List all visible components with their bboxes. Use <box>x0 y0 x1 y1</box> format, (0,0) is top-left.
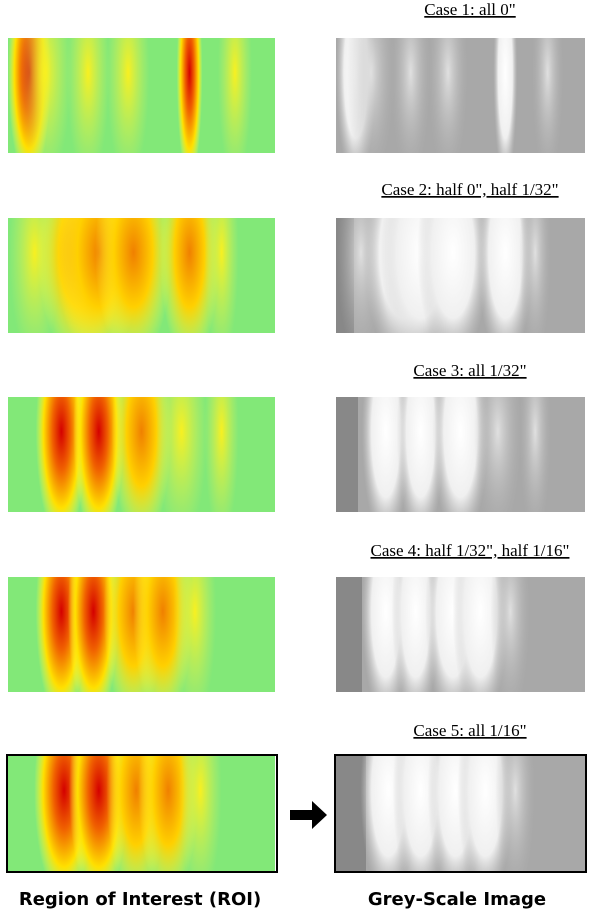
arrow <box>290 801 327 829</box>
heat-streak <box>95 218 172 333</box>
grey-dark-band <box>336 577 362 692</box>
grey-image <box>336 397 585 512</box>
grey-image <box>336 38 585 153</box>
heat-streak <box>204 218 239 333</box>
grey-streak <box>477 218 534 333</box>
heat-streak <box>204 397 239 512</box>
grey-image <box>336 756 585 871</box>
grey-streak <box>428 38 468 153</box>
roi-image <box>8 577 275 692</box>
case-caption: Case 3: all 1/32" <box>413 361 526 380</box>
grey-streak <box>490 577 531 692</box>
grey-streak <box>495 756 536 871</box>
heat-streak <box>178 756 222 871</box>
heat-streak <box>176 38 203 153</box>
roi-image <box>8 38 275 153</box>
captions: Case 1: all 0" Case 2: half 0", half 1/32… <box>371 0 570 740</box>
heat-streak <box>173 577 217 692</box>
case-caption: Case 4: half 1/32", half 1/16" <box>371 541 570 560</box>
roi-image <box>8 756 275 871</box>
roi-image <box>8 218 275 333</box>
heat-streak <box>19 38 72 153</box>
grey-image <box>336 577 585 692</box>
grey-streak <box>396 397 445 512</box>
grey-border <box>334 754 587 873</box>
grey-streak <box>519 218 552 333</box>
grey-streak <box>473 397 522 512</box>
grey-streak <box>493 38 518 153</box>
grey-label: Grey-Scale Image <box>368 889 546 910</box>
heat-streak <box>66 38 110 153</box>
roi-image <box>8 397 275 512</box>
grey-streak <box>390 38 431 153</box>
grey-image <box>336 218 585 333</box>
heat-streak <box>73 397 125 512</box>
case-caption: Case 1: all 0" <box>424 0 515 19</box>
heat-streak <box>106 38 150 153</box>
grey-streak <box>519 397 552 512</box>
grey-streak <box>417 218 489 333</box>
grey-streak <box>346 38 395 153</box>
roi-border <box>6 754 278 873</box>
heat-streak <box>159 218 220 333</box>
heat-streak <box>217 38 253 153</box>
case-caption: Case 2: half 0", half 1/32" <box>381 180 558 199</box>
grey-dark-band <box>336 397 358 512</box>
roi-label: Region of Interest (ROI) <box>19 889 261 910</box>
case-caption: Case 5: all 1/16" <box>413 721 526 740</box>
images <box>6 38 587 873</box>
heat-streak <box>155 397 208 512</box>
grey-streak <box>531 38 564 153</box>
